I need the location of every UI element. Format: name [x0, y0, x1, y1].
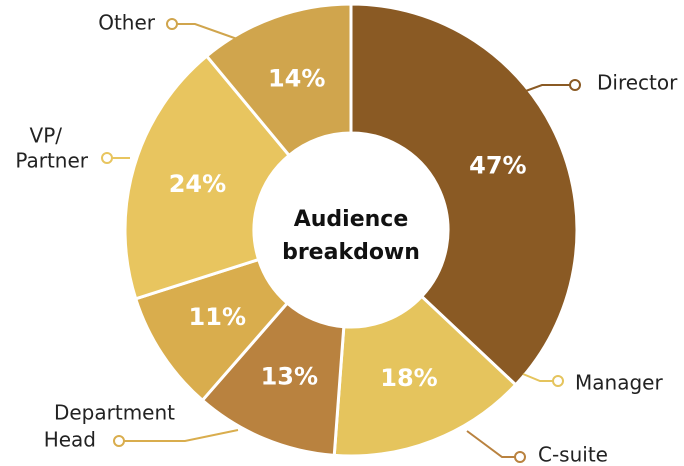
- category-label-vp-partner-2: Partner: [15, 149, 88, 173]
- leader-dot-vp-partner: [101, 152, 113, 164]
- slice-value-label-vp-partner: 24%: [169, 170, 226, 198]
- category-label-c-suite-1: C-suite: [538, 443, 608, 466]
- pie-slice-vp-partner: [123, 53, 292, 301]
- category-label-other-1: Other: [98, 11, 156, 35]
- slice-value-label-manager: 18%: [380, 364, 437, 392]
- pie-slice-manager: [332, 294, 518, 458]
- pie-slice-other: [204, 2, 353, 158]
- category-label-department-head-2: Head: [44, 428, 96, 452]
- leader-line-c-suite: [466, 430, 520, 458]
- slice-value-label-director: 47%: [469, 151, 526, 179]
- slice-value-label-department-head: 11%: [189, 303, 246, 331]
- donut-center-hole: [255, 134, 447, 326]
- leader-dot-manager: [552, 375, 564, 387]
- category-label-vp-partner-1: VP/: [30, 124, 63, 148]
- leader-dot-c-suite: [514, 451, 526, 463]
- category-label-department-head-1: Department: [54, 401, 175, 425]
- slice-value-label-other: 14%: [268, 65, 325, 93]
- category-label-director-1: Director: [597, 71, 678, 95]
- category-label-manager-1: Manager: [575, 371, 663, 395]
- slice-value-label-c-suite: 13%: [261, 363, 318, 391]
- leader-dot-department-head: [113, 435, 125, 447]
- leader-line-department-head: [119, 429, 239, 442]
- leader-dot-other: [166, 18, 178, 30]
- pie-slice-director: [349, 2, 579, 387]
- center-title-line-1: Audience: [294, 207, 409, 232]
- leader-dot-director: [569, 79, 581, 91]
- center-title-line-2: breakdown: [282, 240, 420, 265]
- leader-line-director: [522, 84, 575, 93]
- leader-line-other: [172, 23, 241, 41]
